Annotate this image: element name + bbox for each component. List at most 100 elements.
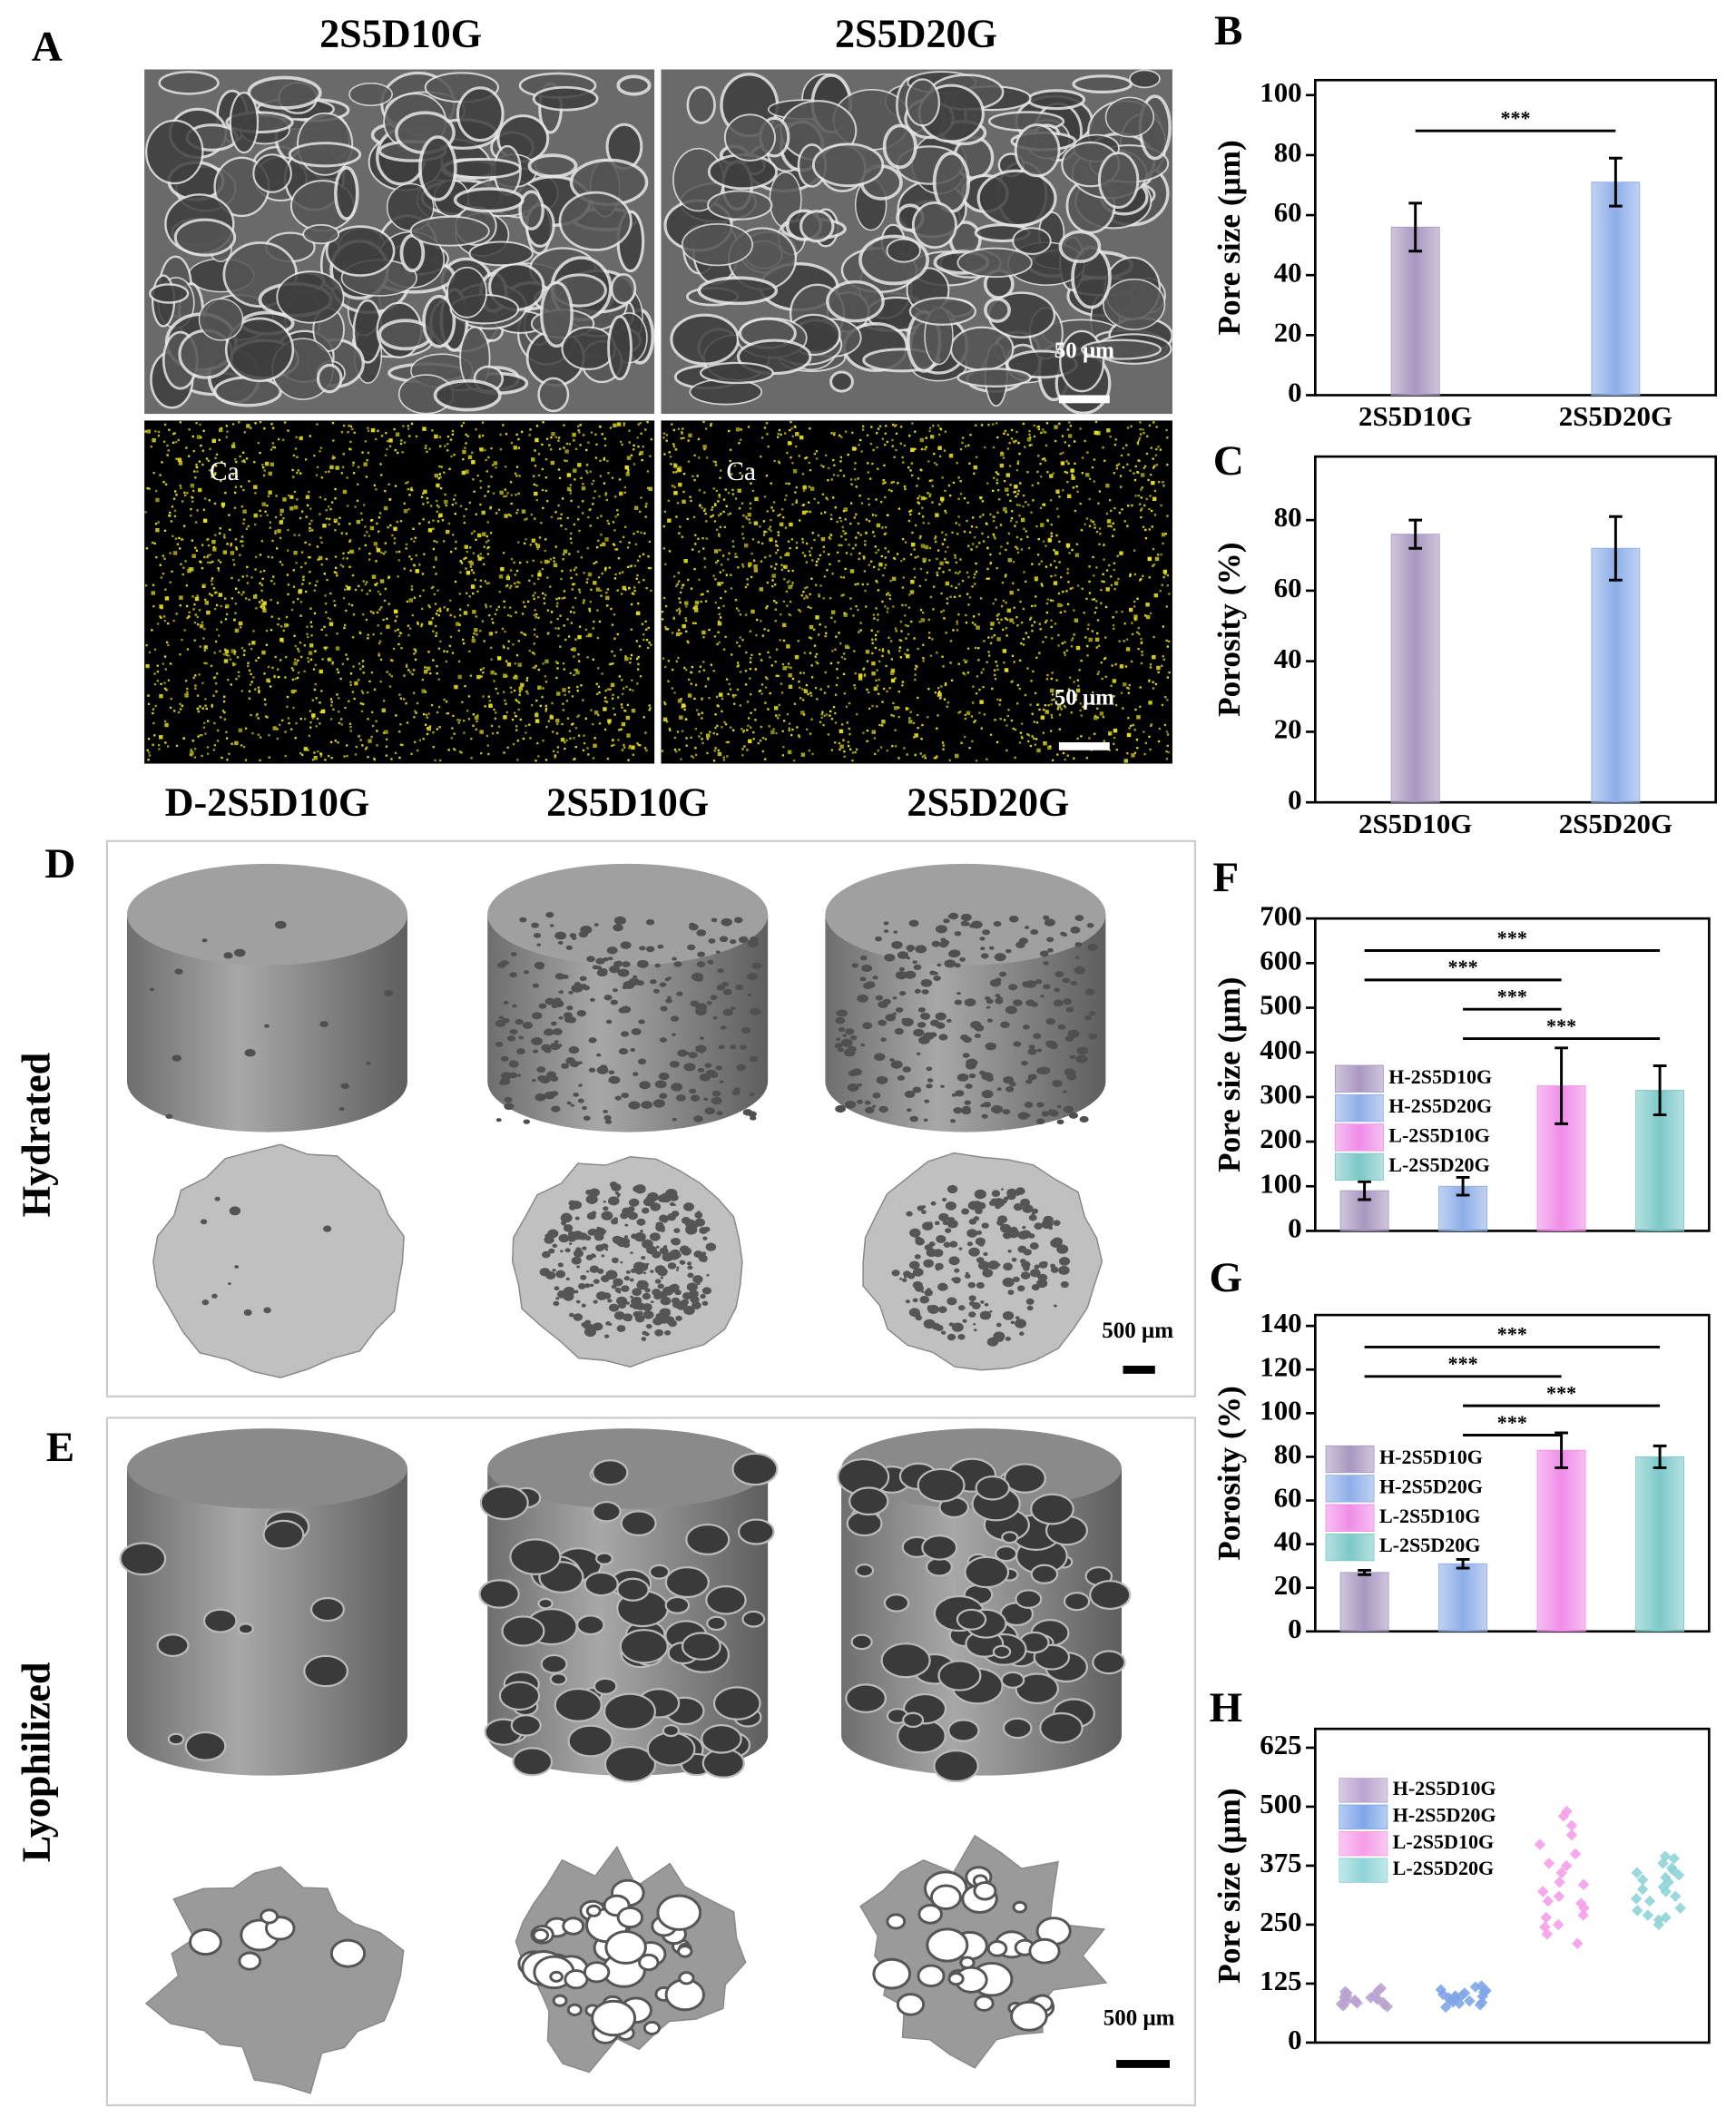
eds-dot [762, 534, 766, 536]
eds-dot [755, 633, 758, 637]
eds-dot [948, 759, 951, 761]
eds-dot [505, 575, 511, 581]
eds-dot [1007, 709, 1010, 711]
eds-dot [959, 711, 962, 713]
eds-dot [1027, 546, 1031, 550]
eds-dot [829, 596, 832, 600]
eds-dot [292, 585, 296, 588]
eds-dot [831, 650, 834, 652]
eds-dot [300, 510, 304, 513]
eds-dot [819, 688, 822, 691]
eds-dot [664, 625, 667, 629]
pore [549, 924, 554, 927]
eds-dot [458, 719, 461, 721]
eds-dot [975, 456, 978, 458]
eds-dot [465, 442, 467, 445]
eds-dot [986, 535, 990, 538]
eds-dot [212, 749, 215, 751]
eds-dot [299, 516, 302, 520]
eds-dot [373, 542, 378, 546]
eds-dot [764, 758, 767, 760]
eds-dot [230, 683, 232, 686]
eds-dot [617, 557, 621, 560]
eds-dot [948, 454, 954, 458]
eds-dot [1036, 748, 1041, 753]
eds-dot [883, 566, 887, 569]
eds-dot [413, 652, 416, 655]
eds-dot [345, 653, 348, 656]
eds-dot [246, 424, 250, 428]
eds-dot [333, 571, 337, 574]
eds-dot [455, 622, 460, 626]
eds-dot [680, 436, 682, 440]
eds-dot [1150, 509, 1153, 513]
eds-dot [572, 432, 576, 437]
eds-dot [573, 737, 575, 740]
eds-dot [294, 737, 297, 740]
eds-dot [926, 571, 928, 574]
eds-dot [330, 704, 333, 707]
eds-dot [223, 534, 226, 536]
eds-dot [830, 610, 836, 614]
eds-dot [477, 556, 482, 561]
eds-dot [752, 738, 755, 740]
eds-dot [789, 522, 793, 527]
eds-dot [899, 442, 902, 445]
eds-dot [849, 522, 852, 525]
eds-dot [622, 585, 626, 591]
eds-dot [1161, 532, 1166, 537]
eds-dot [687, 578, 690, 582]
eds-dot [1138, 438, 1141, 442]
eds-dot [1115, 464, 1119, 467]
eds-dot [587, 515, 590, 519]
eds-dot [842, 530, 845, 533]
eds-dot [1059, 611, 1063, 614]
pore [638, 1019, 645, 1025]
eds-dot [487, 695, 490, 698]
eds-dot [672, 443, 675, 446]
eds-dot [1072, 637, 1074, 640]
eds-dot [598, 620, 602, 623]
eds-dot [900, 559, 903, 563]
eds-dot [438, 436, 442, 438]
eds-dot [559, 614, 562, 617]
eds-dot [1070, 645, 1074, 648]
eds-dot [1118, 640, 1121, 642]
eds-dot [803, 597, 806, 600]
eds-dot [544, 681, 548, 683]
eds-dot [928, 479, 932, 483]
eds-dot [897, 507, 901, 510]
eds-dot [562, 553, 565, 556]
eds-dot [301, 583, 304, 585]
eds-dot [871, 730, 877, 734]
eds-dot [1068, 552, 1071, 554]
eds-dot [310, 625, 313, 628]
eds-dot [517, 640, 520, 642]
eds-dot [1047, 704, 1050, 707]
eds-dot [1016, 702, 1019, 705]
eds-dot [503, 600, 505, 603]
eds-dot [852, 547, 855, 550]
eds-dot [811, 752, 814, 756]
eds-dot [360, 512, 363, 515]
eds-dot [194, 596, 200, 602]
eds-dot [323, 625, 326, 629]
eds-dot [504, 466, 507, 468]
eds-dot [163, 681, 166, 684]
eds-dot [1014, 485, 1018, 489]
eds-dot [754, 719, 757, 721]
eds-dot [550, 448, 553, 451]
eds-dot [834, 721, 838, 724]
eds-dot [515, 654, 519, 657]
eds-dot [949, 640, 953, 642]
eds-dot [945, 561, 947, 564]
eds-dot [765, 530, 768, 534]
eds-dot [275, 495, 278, 497]
eds-dot [464, 684, 466, 688]
eds-dot [362, 702, 365, 706]
eds-dot [328, 523, 331, 526]
eds-dot [1032, 670, 1035, 673]
eds-dot [1035, 738, 1038, 740]
eds-dot [1063, 704, 1066, 708]
eds-dot [177, 457, 182, 462]
